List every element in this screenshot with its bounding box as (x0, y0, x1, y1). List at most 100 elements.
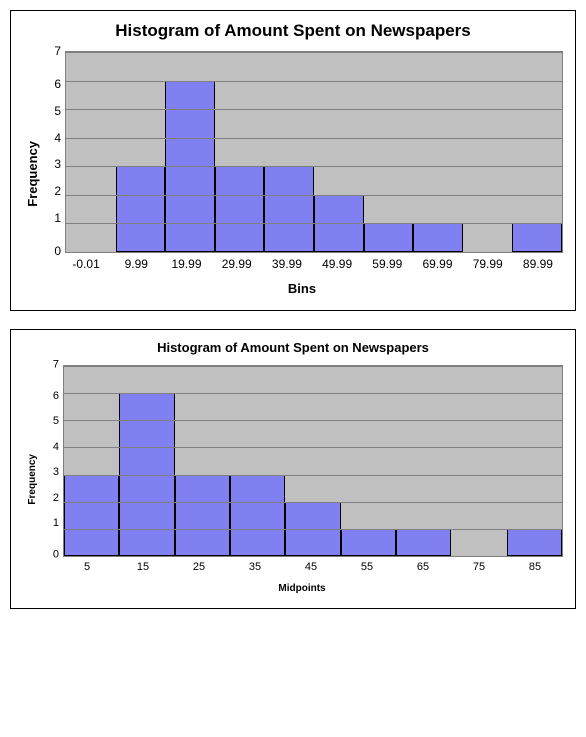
chart-2-yticks: 76543210 (41, 365, 63, 555)
gridline (64, 502, 562, 503)
bar (215, 166, 265, 252)
xtick: 55 (339, 561, 395, 573)
ytick: 6 (53, 391, 59, 402)
chart-1-area: Frequency 76543210 -0.019.9919.9929.9939… (23, 51, 563, 296)
bar-slot (507, 366, 562, 556)
bar-slot (396, 366, 451, 556)
bar-slot (463, 52, 513, 252)
ytick: 0 (54, 245, 61, 257)
xtick: 79.99 (463, 257, 513, 271)
chart-2-container: Histogram of Amount Spent on Newspapers … (10, 329, 576, 609)
chart-2-ylabel: Frequency (27, 454, 38, 505)
chart-1-plot-col: 76543210 -0.019.9919.9929.9939.9949.9959… (41, 51, 563, 296)
gridline (64, 366, 562, 367)
chart-2-title: Histogram of Amount Spent on Newspapers (23, 340, 563, 355)
chart-1-xtick-spacer (41, 257, 61, 271)
gridline (64, 529, 562, 530)
bar-slot (364, 52, 414, 252)
xtick: 49.99 (312, 257, 362, 271)
xtick: 29.99 (212, 257, 262, 271)
xtick: 35 (227, 561, 283, 573)
gridline (64, 393, 562, 394)
bar-slot (165, 52, 215, 252)
xtick: 9.99 (111, 257, 161, 271)
chart-1-container: Histogram of Amount Spent on Newspapers … (10, 10, 576, 311)
bar (264, 166, 314, 252)
ytick: 2 (53, 493, 59, 504)
xtick: 65 (395, 561, 451, 573)
bar-slot (264, 52, 314, 252)
bar (507, 529, 562, 556)
xtick: 59.99 (362, 257, 412, 271)
xtick: 89.99 (513, 257, 563, 271)
bar-slot (314, 52, 364, 252)
bar-slot (215, 52, 265, 252)
bar-slot (230, 366, 285, 556)
bar (341, 529, 396, 556)
ytick: 1 (53, 518, 59, 529)
bar (413, 223, 463, 252)
ytick: 5 (53, 416, 59, 427)
gridline (64, 475, 562, 476)
bar-slot (285, 366, 340, 556)
gridline (66, 252, 562, 253)
chart-2-plot-row: 76543210 (41, 365, 563, 557)
chart-1-xticks: -0.019.9919.9929.9939.9949.9959.9969.997… (61, 257, 563, 271)
xtick: 85 (507, 561, 563, 573)
gridline (66, 138, 562, 139)
gridline (66, 109, 562, 110)
bar-slot (66, 52, 116, 252)
chart-1-ylabel: Frequency (25, 141, 40, 207)
chart-1-plot-row: 76543210 (41, 51, 563, 253)
xtick: 69.99 (412, 257, 462, 271)
ytick: 1 (54, 212, 61, 224)
bar (116, 166, 166, 252)
bar-slot (116, 52, 166, 252)
gridline (66, 195, 562, 196)
ytick: 3 (53, 467, 59, 478)
bar (512, 223, 562, 252)
ytick: 3 (54, 158, 61, 170)
chart-2-area: Frequency 76543210 51525354555657585 Mid… (23, 365, 563, 594)
chart-2-xtick-row: 51525354555657585 (41, 561, 563, 573)
bar-slot (341, 366, 396, 556)
ytick: 5 (54, 105, 61, 117)
bar (230, 475, 285, 556)
ytick: 0 (53, 549, 59, 560)
bar-slot (119, 366, 174, 556)
ytick: 6 (54, 78, 61, 90)
xtick: 39.99 (262, 257, 312, 271)
chart-2-ylabel-col: Frequency (23, 365, 41, 594)
bar-slot (512, 52, 562, 252)
chart-2-xlabel: Midpoints (41, 583, 563, 594)
chart-1-xlabel: Bins (41, 281, 563, 296)
chart-1-plot-area (65, 51, 563, 253)
ytick: 4 (54, 132, 61, 144)
xtick: 25 (171, 561, 227, 573)
bar (396, 529, 451, 556)
gridline (66, 223, 562, 224)
chart-2-plot-area (63, 365, 563, 557)
xtick: -0.01 (61, 257, 111, 271)
bar (64, 475, 119, 556)
chart-2-bars (64, 366, 562, 556)
ytick: 2 (54, 185, 61, 197)
chart-1-ylabel-col: Frequency (23, 51, 41, 296)
gridline (64, 447, 562, 448)
bar (364, 223, 414, 252)
ytick: 7 (54, 45, 61, 57)
ytick: 4 (53, 442, 59, 453)
chart-1-title: Histogram of Amount Spent on Newspapers (23, 21, 563, 41)
xtick: 15 (115, 561, 171, 573)
chart-1-yticks: 76543210 (41, 51, 65, 251)
chart-2-plot-col: 76543210 51525354555657585 Midpoints (41, 365, 563, 594)
gridline (64, 556, 562, 557)
xtick: 19.99 (161, 257, 211, 271)
bar-slot (64, 366, 119, 556)
chart-2-xtick-spacer (41, 561, 59, 573)
gridline (66, 81, 562, 82)
ytick: 7 (53, 360, 59, 371)
bar-slot (175, 366, 230, 556)
bar (175, 475, 230, 556)
bar-slot (451, 366, 506, 556)
